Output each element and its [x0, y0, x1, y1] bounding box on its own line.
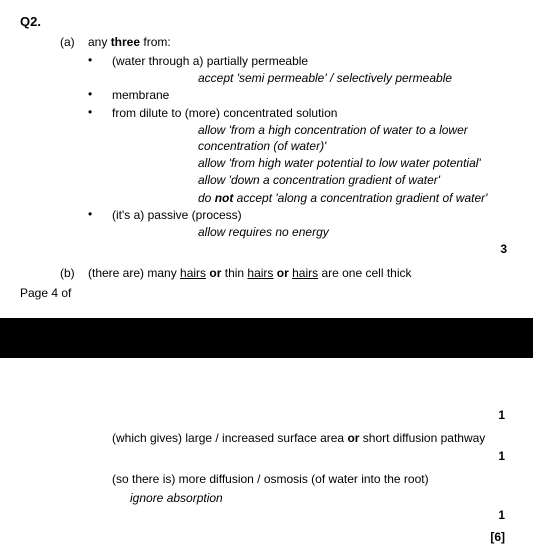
mark-1c: 1 — [20, 508, 511, 522]
c-line1-bold: or — [347, 431, 359, 445]
bullet-dot: • — [88, 105, 112, 119]
bullet-3-note4: do not accept 'along a concentration gra… — [198, 190, 513, 206]
part-b-text: (there are) many hairs or thin hairs or … — [88, 266, 513, 280]
a-intro-bold: three — [111, 35, 140, 49]
bullet-3-note1: allow 'from a high concentration of wate… — [198, 122, 513, 154]
bullet-1-text: (water through a) partially permeable — [112, 53, 513, 69]
b-u1: hairs — [180, 266, 206, 280]
mark-1a: 1 — [20, 408, 511, 422]
bullet-dot: • — [88, 87, 112, 101]
part-a-marks: 3 — [20, 242, 513, 256]
bullet-dot: • — [88, 53, 112, 67]
total-marks: [6] — [20, 530, 511, 544]
a-intro-prefix: any — [88, 35, 111, 49]
b-t2: thin — [225, 266, 248, 280]
bullet-dot: • — [88, 207, 112, 221]
part-a-label: (a) — [60, 35, 88, 49]
bullet-1-note: accept 'semi permeable' / selectively pe… — [198, 70, 513, 86]
b-t1: (there are) many — [88, 266, 180, 280]
b-t3: are one cell thick — [318, 266, 411, 280]
bullet-3-note2: allow 'from high water potential to low … — [198, 155, 513, 171]
a-intro-suffix: from: — [140, 35, 171, 49]
part-a-intro: any three from: — [88, 35, 513, 49]
bullet-4-text: (it's a) passive (process) — [112, 207, 513, 223]
c-line2: (so there is) more diffusion / osmosis (… — [112, 471, 511, 488]
note4-pre: do — [198, 191, 215, 205]
question-number: Q2. — [20, 14, 513, 29]
b-or1: or — [206, 266, 225, 280]
part-b-label: (b) — [60, 266, 88, 280]
mark-1b: 1 — [20, 449, 511, 463]
bullet-3-text: from dilute to (more) concentrated solut… — [112, 105, 513, 121]
c-line1: (which gives) large / increased surface … — [112, 430, 511, 447]
b-or2: or — [273, 266, 292, 280]
page-footer: Page 4 of — [20, 286, 513, 300]
bullet-3-note3: allow 'down a concentration gradient of … — [198, 172, 513, 188]
c-line1-pre: (which gives) large / increased surface … — [112, 431, 347, 445]
b-u3: hairs — [292, 266, 318, 280]
c-line1-post: short diffusion pathway — [359, 431, 485, 445]
note4-bold: not — [215, 191, 234, 205]
b-u2: hairs — [247, 266, 273, 280]
note4-post: accept 'along a concentration gradient o… — [233, 191, 487, 205]
bullet-2-text: membrane — [112, 87, 513, 103]
c-line2-note: ignore absorption — [130, 490, 511, 507]
page-break-band — [0, 318, 533, 358]
bullet-4-note: allow requires no energy — [198, 224, 513, 240]
